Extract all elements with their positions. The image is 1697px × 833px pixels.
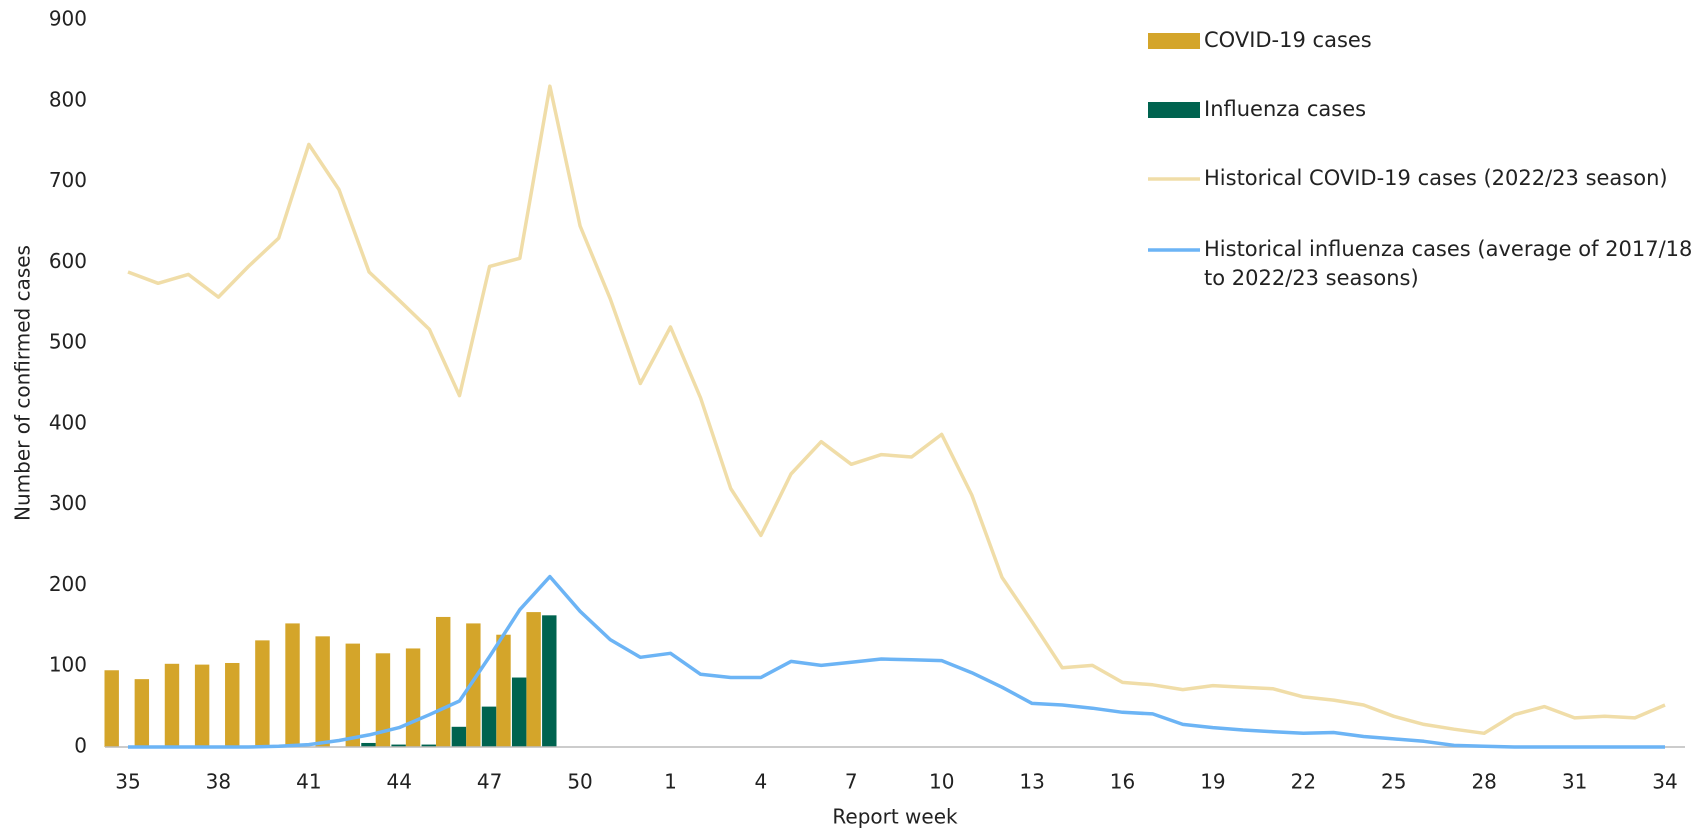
x-tick-label: 34 bbox=[1652, 770, 1677, 794]
bar bbox=[361, 742, 376, 747]
bar bbox=[194, 664, 210, 747]
x-tick-label: 19 bbox=[1200, 770, 1225, 794]
line bbox=[128, 574, 1665, 749]
x-tick-label: 22 bbox=[1291, 770, 1316, 794]
legend-label: Historical influenza cases (average of 2… bbox=[1204, 237, 1693, 290]
bar bbox=[315, 636, 330, 747]
bar bbox=[255, 640, 270, 747]
y-tick-label: 500 bbox=[49, 330, 87, 354]
y-tick-label: 200 bbox=[49, 572, 87, 596]
legend-label: COVID-19 cases bbox=[1204, 28, 1372, 52]
y-tick-label: 300 bbox=[49, 491, 87, 515]
bar bbox=[511, 677, 527, 747]
legend-label: Historical COVID-19 cases (2022/23 seaso… bbox=[1204, 166, 1668, 190]
x-axis-title: Report week bbox=[832, 805, 958, 829]
bar bbox=[104, 670, 119, 747]
y-tick-label: 900 bbox=[49, 7, 87, 31]
line bbox=[127, 84, 1666, 736]
y-tick-label: 600 bbox=[49, 249, 87, 273]
bar bbox=[391, 744, 406, 747]
legend-label: Influenza cases bbox=[1204, 97, 1367, 121]
x-tick-label: 38 bbox=[206, 770, 231, 794]
x-tick-label: 1 bbox=[664, 770, 677, 794]
x-tick-label: 7 bbox=[845, 770, 858, 794]
x-tick-label: 25 bbox=[1381, 770, 1406, 794]
bar bbox=[466, 623, 481, 747]
bar bbox=[164, 663, 180, 747]
bar bbox=[451, 726, 467, 747]
x-tick-label: 31 bbox=[1562, 770, 1587, 794]
y-tick-label: 0 bbox=[74, 734, 87, 758]
bar bbox=[436, 616, 451, 747]
bar bbox=[285, 623, 300, 747]
x-tick-label: 4 bbox=[755, 770, 768, 794]
bar bbox=[526, 612, 541, 747]
legend-swatch bbox=[1148, 102, 1200, 118]
bar bbox=[225, 662, 240, 747]
bar bbox=[542, 615, 557, 747]
x-tick-label: 47 bbox=[477, 770, 502, 794]
x-tick-label: 50 bbox=[567, 770, 592, 794]
x-tick-label: 16 bbox=[1110, 770, 1135, 794]
x-tick-label: 28 bbox=[1471, 770, 1496, 794]
x-tick-label: 35 bbox=[115, 770, 140, 794]
bar bbox=[375, 653, 391, 747]
bar bbox=[405, 648, 421, 747]
bar bbox=[134, 679, 150, 747]
y-axis-title: Number of confirmed cases bbox=[11, 245, 35, 521]
bar bbox=[496, 634, 511, 747]
bar bbox=[345, 643, 361, 747]
x-tick-label: 44 bbox=[387, 770, 412, 794]
bar bbox=[421, 744, 436, 747]
y-tick-label: 100 bbox=[49, 653, 87, 677]
y-tick-label: 400 bbox=[49, 410, 87, 434]
x-tick-label: 41 bbox=[296, 770, 321, 794]
bar bbox=[481, 706, 497, 747]
legend-swatch bbox=[1148, 33, 1200, 49]
x-tick-label: 13 bbox=[1019, 770, 1044, 794]
y-tick-label: 800 bbox=[49, 87, 87, 111]
x-tick-label: 10 bbox=[929, 770, 954, 794]
y-tick-label: 700 bbox=[49, 168, 87, 192]
